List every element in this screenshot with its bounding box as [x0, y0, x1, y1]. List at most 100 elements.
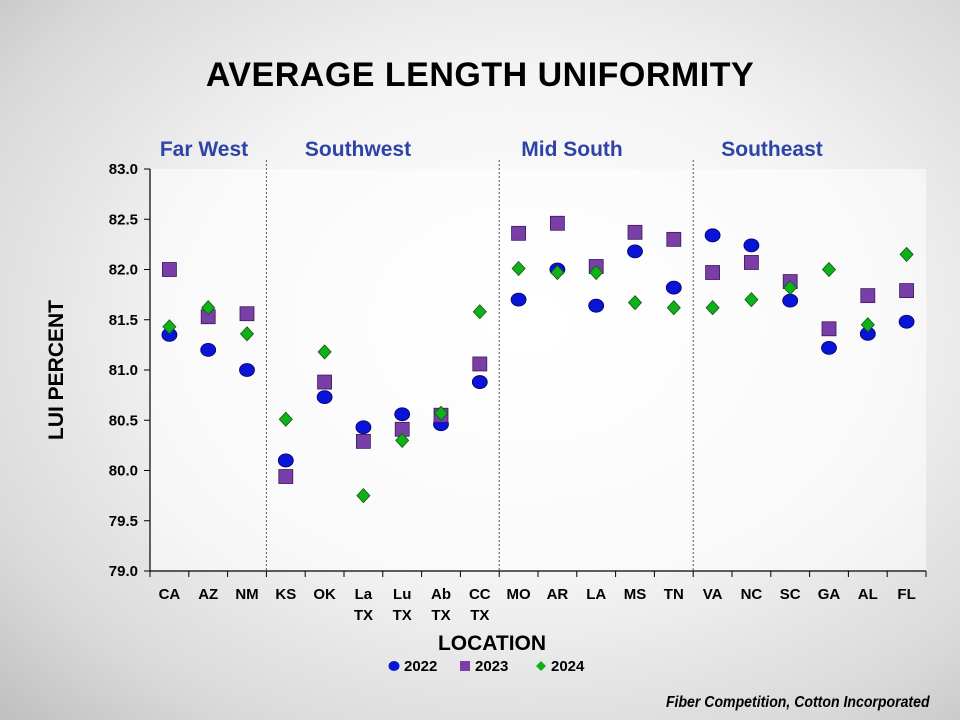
point-2024-nm — [239, 326, 255, 342]
point-2024-lu-tx — [395, 432, 410, 448]
point-2024-fl — [899, 246, 914, 263]
point-2024-sc — [783, 280, 798, 296]
point-2022-la — [588, 298, 605, 313]
point-2024-ab-tx — [433, 405, 449, 421]
x-tick-label: GA — [818, 586, 841, 603]
x-tick-label: TX — [470, 607, 489, 624]
legend-marker-2022 — [388, 661, 400, 671]
x-tick-label: KS — [275, 586, 296, 603]
point-2022-fl — [898, 314, 915, 329]
y-axis-label: LUI PERCENT — [45, 300, 68, 440]
point-2022-ok — [316, 390, 333, 405]
region-label-southeast: Southeast — [721, 138, 823, 161]
y-tick-label: 80.5 — [109, 412, 138, 429]
chart-title: AVERAGE LENGTH UNIFORMITY — [205, 56, 755, 94]
legend-marker-2024 — [536, 661, 546, 671]
source-credit: Fiber Competition, Cotton Incorporated — [666, 694, 930, 711]
point-2024-cc-tx — [472, 304, 487, 320]
x-tick-label: FL — [897, 586, 915, 603]
point-2023-ok — [317, 374, 333, 390]
x-tick-label: MO — [507, 586, 531, 603]
region-label-mid-south: Mid South — [521, 138, 622, 161]
y-tick-label: 80.0 — [109, 463, 138, 480]
point-2023-ms — [627, 224, 643, 240]
point-2022-cc-tx — [471, 375, 488, 389]
point-2024-nc — [744, 292, 759, 308]
point-2024-va — [705, 300, 720, 316]
y-tick-label: 83.0 — [109, 161, 138, 178]
point-2023-cc-tx — [472, 356, 488, 372]
point-2024-ga — [821, 261, 837, 278]
x-tick-label: VA — [703, 586, 723, 603]
x-tick-label: TX — [393, 607, 412, 624]
x-tick-label: TX — [354, 607, 373, 624]
point-2024-tn — [666, 300, 681, 316]
x-tick-label: CA — [159, 586, 181, 603]
point-2024-la-tx — [356, 488, 371, 504]
point-2024-al — [860, 317, 875, 333]
point-2024-ar — [550, 264, 565, 281]
legend-label-2022: 2022 — [404, 658, 437, 675]
point-2022-ks — [277, 453, 294, 468]
legend-marker-2023 — [460, 661, 470, 671]
point-2023-la-tx — [355, 433, 371, 449]
x-tick-label: TX — [431, 607, 450, 624]
region-label-far-west: Far West — [160, 138, 248, 161]
point-2022-lu-tx — [394, 407, 411, 422]
point-2023-tn — [666, 231, 682, 247]
x-tick-label: CC — [469, 586, 491, 603]
point-2024-ks — [278, 411, 293, 427]
point-2022-ms — [627, 244, 643, 259]
point-2022-ga — [821, 340, 837, 355]
x-tick-label: NM — [235, 586, 258, 603]
x-tick-label: LA — [586, 586, 606, 603]
point-2022-tn — [665, 280, 682, 295]
x-tick-label: TN — [664, 586, 684, 603]
point-2023-ca — [161, 262, 177, 277]
point-2022-sc — [782, 293, 799, 308]
x-axis-label: LOCATION — [438, 632, 546, 655]
x-tick-label: NC — [741, 586, 763, 603]
point-2023-va — [705, 265, 720, 280]
point-2023-mo — [511, 225, 527, 241]
x-tick-label: La — [355, 586, 373, 603]
point-2023-fl — [899, 283, 914, 299]
x-tick-label: MS — [624, 586, 647, 603]
x-tick-label: Ab — [431, 586, 451, 603]
point-2024-az — [201, 300, 216, 316]
x-tick-label: AL — [858, 586, 878, 603]
x-tick-label: AR — [547, 586, 569, 603]
point-2024-la — [589, 264, 604, 281]
point-2023-ga — [821, 321, 837, 337]
point-2022-la-tx — [355, 420, 372, 435]
x-tick-label: AZ — [198, 586, 218, 603]
y-tick-label: 82.5 — [109, 211, 138, 228]
y-tick-label: 81.0 — [109, 362, 138, 379]
x-tick-label: Lu — [393, 586, 411, 603]
y-tick-label: 79.0 — [109, 563, 138, 580]
x-tick-label: OK — [313, 586, 336, 603]
y-tick-label: 82.0 — [109, 262, 138, 279]
point-2024-ca — [162, 319, 177, 335]
point-2024-ok — [317, 344, 332, 360]
point-2023-ks — [278, 469, 294, 484]
x-tick-label: SC — [780, 586, 801, 603]
point-2022-nc — [743, 238, 760, 253]
point-2022-mo — [510, 292, 527, 307]
point-2024-ms — [627, 295, 643, 311]
region-label-southwest: Southwest — [305, 138, 411, 161]
point-2024-mo — [511, 260, 526, 277]
point-2023-nc — [744, 255, 759, 270]
y-tick-label: 81.5 — [109, 312, 138, 329]
point-2022-va — [704, 228, 721, 243]
point-2023-ar — [550, 215, 565, 231]
legend-label-2024: 2024 — [551, 658, 585, 675]
legend-label-2023: 2023 — [475, 658, 508, 675]
plot-area — [150, 169, 926, 571]
point-2022-az — [200, 342, 217, 357]
point-2023-al — [860, 288, 876, 304]
point-2023-nm — [239, 306, 255, 322]
y-tick-label: 79.5 — [109, 513, 138, 530]
point-2022-nm — [239, 363, 255, 377]
